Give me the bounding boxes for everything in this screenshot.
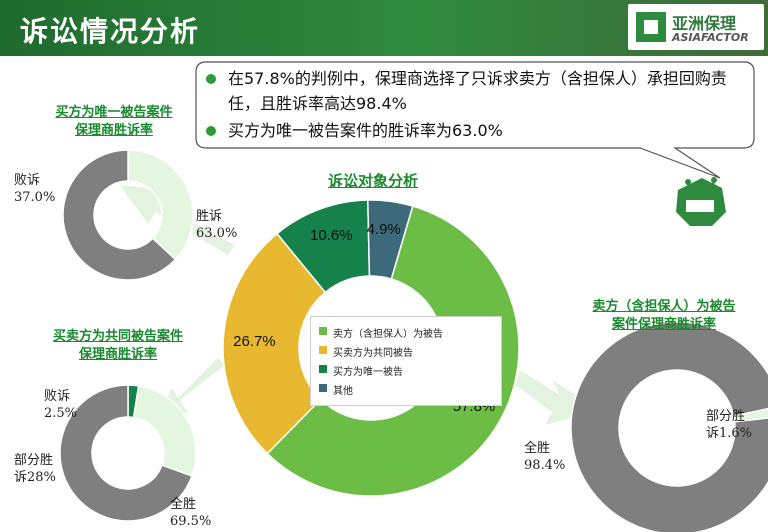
bl-part-text-1: 部分胜 [14,453,54,468]
r-full-pct: 98.4% [524,458,566,473]
callout-bullet-2-text: 买方为唯一被告案件的胜诉率为63.0% [228,121,503,140]
main-slice-value-label-2: 10.6% [310,227,353,245]
charts-layer [59,149,768,532]
bl-lose-label: 败诉 2.5% [44,388,77,422]
logo-mark-icon [636,12,666,42]
callout-bullet-1-text: 在57.8%的判例中，保理商选择了只诉求卖方（含担保人）承担回购责任，且胜诉率高… [228,69,727,113]
bl-full-label: 全胜 69.5% [170,496,211,530]
donut-0-slice-1 [222,232,327,455]
bl-lose-pct: 2.5% [44,406,78,421]
r-chart-title: 卖方（含担保人）为被告 案件保理商胜诉率 [566,298,762,334]
r-title-line-2: 案件保理商胜诉率 [611,317,716,332]
callout-text: 在57.8%的判例中，保理商选择了只诉求卖方（含担保人）承担回购责任，且胜诉率高… [200,66,740,143]
donut-0-slice-3 [367,199,414,280]
bullet-dot-icon [206,74,216,84]
legend-swatch-0 [319,327,327,335]
tl-title-line-1: 买方为唯一被告案件 [55,105,173,120]
legend-label-1: 买卖方为共同被告 [333,348,413,359]
tl-title-line-2: 保理商胜诉率 [74,123,153,138]
tl-win-pct: 63.0% [196,226,238,241]
tl-lose-label: 败诉 37.0% [14,172,55,206]
donut-3-slice-1 [570,321,768,532]
legend-swatch-2 [319,365,327,373]
tl-lose-pct: 37.0% [14,190,56,205]
bl-chart-title: 买卖方为共同被告案件 保理商胜诉率 [28,328,208,364]
main-chart-title: 诉讼对象分析 [328,172,419,190]
tl-lose-text: 败诉 [14,173,41,188]
callout-bullet-2: 买方为唯一被告案件的胜诉率为63.0% [200,118,740,143]
company-logo: 亚洲保理 ASIAFACTOR [628,4,764,50]
legend-label-0: 卖方（含担保人）为被告 [333,329,443,340]
tl-chart-title: 买方为唯一被告案件 保理商胜诉率 [34,104,194,140]
donut-1-slice-1 [62,149,177,281]
main-slice-value-label-1: 26.7% [233,332,276,350]
logo-name-en: ASIAFACTOR [672,31,749,44]
r-full-text: 全胜 [524,441,551,456]
r-part-text-1: 部分胜 [706,409,746,424]
logo-name-cn: 亚洲保理 [672,14,737,33]
mascot-icon [676,177,726,226]
bl-lose-text: 败诉 [44,389,71,404]
bl-title-line-1: 买卖方为共同被告案件 [52,329,183,344]
tl-win-text: 胜诉 [196,209,223,224]
header-bar: 诉讼情况分析 亚洲保理 ASIAFACTOR [0,0,768,56]
legend-label-2: 买方为唯一被告 [333,367,403,378]
legend-swatch-3 [319,384,327,392]
page-title: 诉讼情况分析 [20,15,201,48]
tl-win-label: 胜诉 63.0% [196,208,237,242]
r-part-text-2: 诉1.6% [706,426,753,441]
donut-1-slice-0 [127,149,194,261]
bl-part-text-2: 诉28% [14,470,56,485]
donut-2-slice-1 [132,384,197,477]
donut-2-slice-2 [59,384,193,522]
callout-bullet-1: 在57.8%的判例中，保理商选择了只诉求卖方（含担保人）承担回购责任，且胜诉率高… [200,66,740,116]
r-part-label: 部分胜 诉1.6% [706,408,752,442]
bl-title-line-2: 保理商胜诉率 [78,347,157,362]
r-title-line-1: 卖方（含担保人）为被告 [592,299,736,314]
r-full-label: 全胜 98.4% [524,440,565,474]
main-slice-value-label-3: 4.9% [366,221,401,239]
bl-full-pct: 69.5% [170,514,212,529]
legend-label-3: 其他 [333,386,353,397]
bl-part-label: 部分胜 诉28% [14,452,56,486]
bullet-dot-icon [206,126,216,136]
callout-bubble [195,61,755,179]
main-chart-legend: 卖方（含担保人）为被告 买卖方为共同被告 买方为唯一被告 其他 [310,316,502,406]
legend-swatch-1 [319,346,327,354]
bl-full-text: 全胜 [170,497,197,512]
